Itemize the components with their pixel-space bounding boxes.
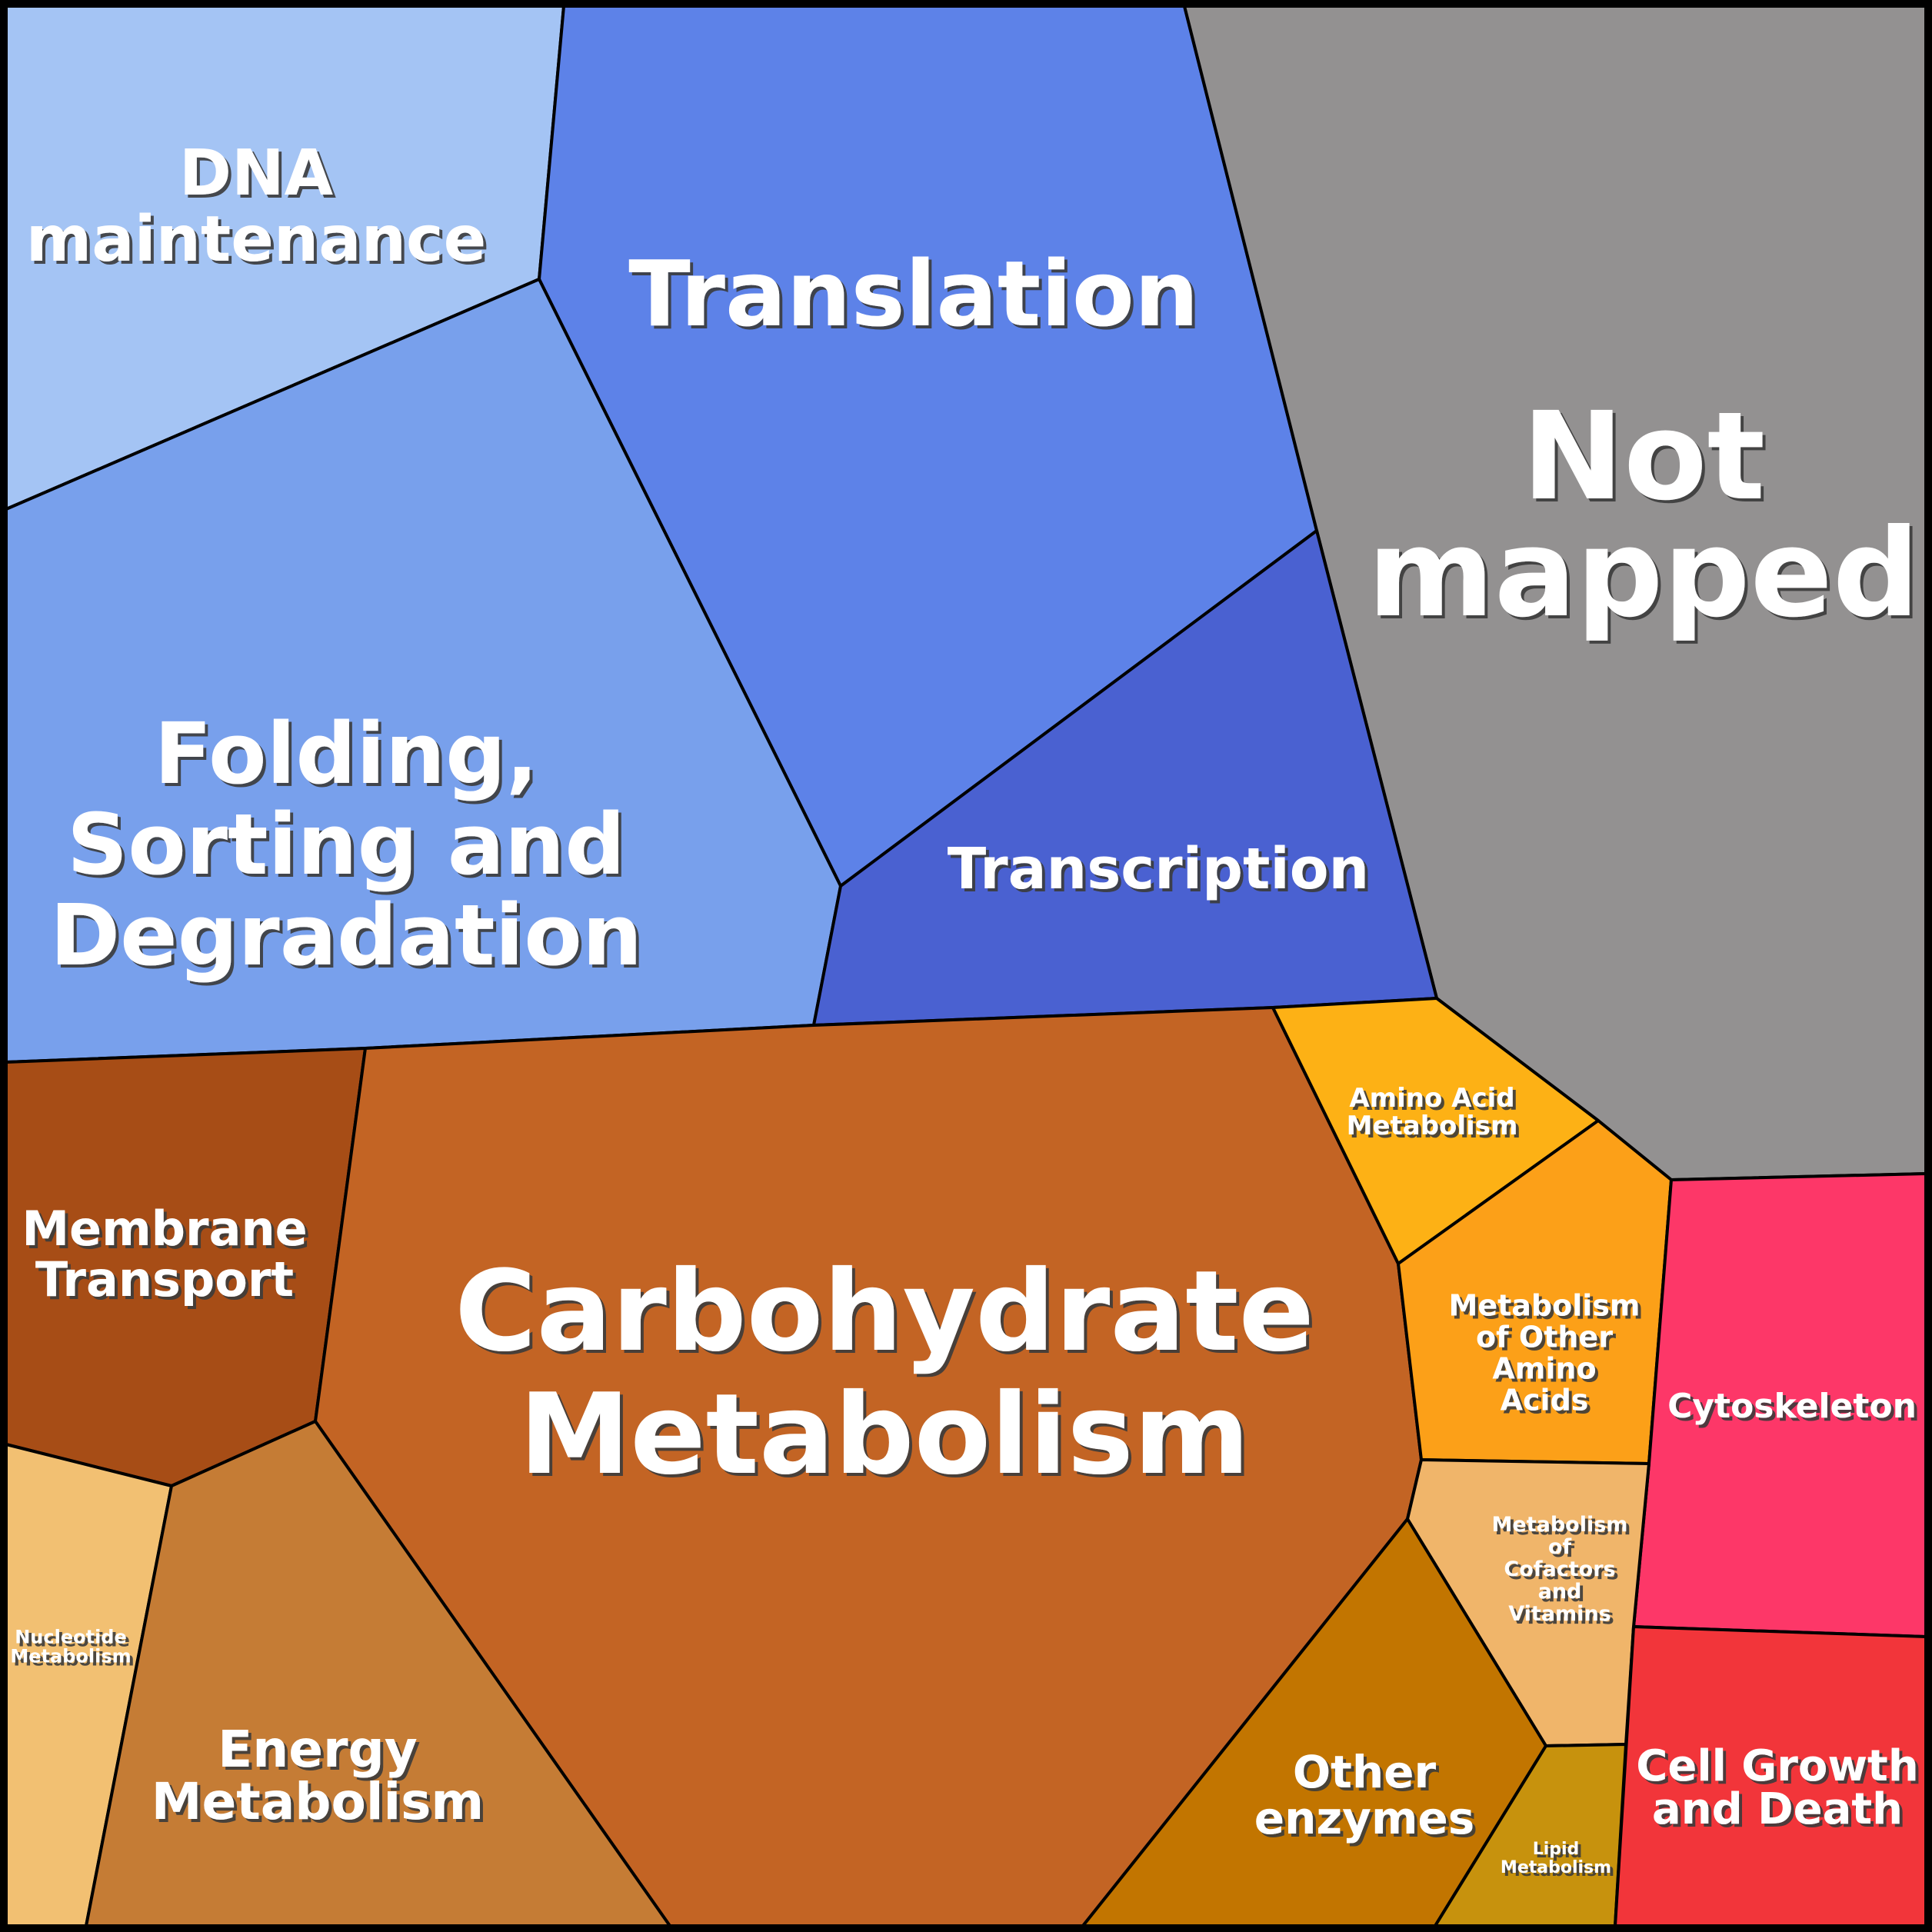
label-notmapped-line: Not (1522, 386, 1765, 528)
label-cofactors-line: Cofactors (1504, 1557, 1615, 1581)
label-membrane: Membrane Transport (22, 1201, 307, 1307)
label-energy-line: Metabolism (152, 1772, 484, 1831)
label-otherenzymes-line: enzymes (1254, 1792, 1475, 1844)
label-otherenzymes: Other enzymes (1254, 1746, 1475, 1844)
label-folding: Folding, Sorting and Degradation (50, 705, 642, 984)
label-nucleotide-line: Nucleotide (15, 1627, 127, 1648)
label-dna-line: DNA (179, 137, 334, 210)
label-notmapped-line: mapped (1367, 503, 1920, 645)
label-cofactors-line: Vitamins (1508, 1602, 1611, 1626)
label-carbohydrate-line: Carbohydrate (455, 1247, 1314, 1377)
label-folding-line: Folding, (154, 705, 538, 803)
label-translation-line: Translation (628, 241, 1199, 347)
label-transcription-line: Transcription (948, 836, 1369, 902)
label-translation: Translation (628, 241, 1199, 347)
label-aminoacid-line: Amino Acid (1349, 1083, 1514, 1114)
label-cofactors-line: and (1538, 1580, 1582, 1604)
label-cellgrowth-line: Cell Growth (1636, 1741, 1918, 1791)
label-aminoacid: Amino Acid Metabolism (1347, 1083, 1518, 1141)
label-membrane-line: Transport (35, 1251, 294, 1307)
label-aminoacid-line: Metabolism (1347, 1111, 1518, 1141)
label-lipid-line: Lipid (1533, 1840, 1580, 1859)
label-folding-line: Degradation (50, 886, 642, 984)
label-lipid: Lipid Metabolism (1501, 1840, 1611, 1877)
label-otherenzymes-line: Other (1293, 1746, 1437, 1798)
label-nucleotide-line: Metabolism (10, 1646, 131, 1667)
label-membrane-line: Membrane (22, 1201, 307, 1257)
label-otheramino: Metabolism of Other Amino Acids (1449, 1289, 1641, 1417)
label-cellgrowth-line: and Death (1652, 1784, 1903, 1834)
label-cytoskeleton: Cytoskeleton (1667, 1387, 1917, 1426)
label-carbohydrate: Carbohydrate Metabolism (455, 1247, 1314, 1500)
label-notmapped: Not mapped (1367, 386, 1920, 645)
label-otheramino-line: of Other (1476, 1321, 1613, 1354)
label-dna: DNA maintenance (26, 137, 486, 276)
label-nucleotide: Nucleotide Metabolism (10, 1627, 131, 1667)
label-cofactors-line: Metabolism (1492, 1513, 1628, 1537)
label-cytoskeleton-line: Cytoskeleton (1667, 1387, 1917, 1426)
label-cofactors-line: of (1548, 1535, 1572, 1559)
label-cellgrowth: Cell Growth and Death (1636, 1741, 1918, 1834)
label-folding-line: Sorting and (67, 795, 625, 894)
label-cofactors: Metabolism of Cofactors and Vitamins (1492, 1513, 1628, 1626)
label-otheramino-line: Amino (1492, 1352, 1596, 1386)
label-transcription: Transcription (948, 836, 1369, 902)
label-dna-line: maintenance (26, 203, 486, 276)
label-lipid-line: Metabolism (1501, 1858, 1611, 1877)
label-carbohydrate-line: Metabolism (519, 1370, 1250, 1500)
label-otheramino-line: Acids (1501, 1384, 1589, 1417)
label-energy-line: Energy (218, 1720, 418, 1779)
label-energy: Energy Metabolism (152, 1720, 484, 1831)
label-otheramino-line: Metabolism (1449, 1289, 1641, 1323)
